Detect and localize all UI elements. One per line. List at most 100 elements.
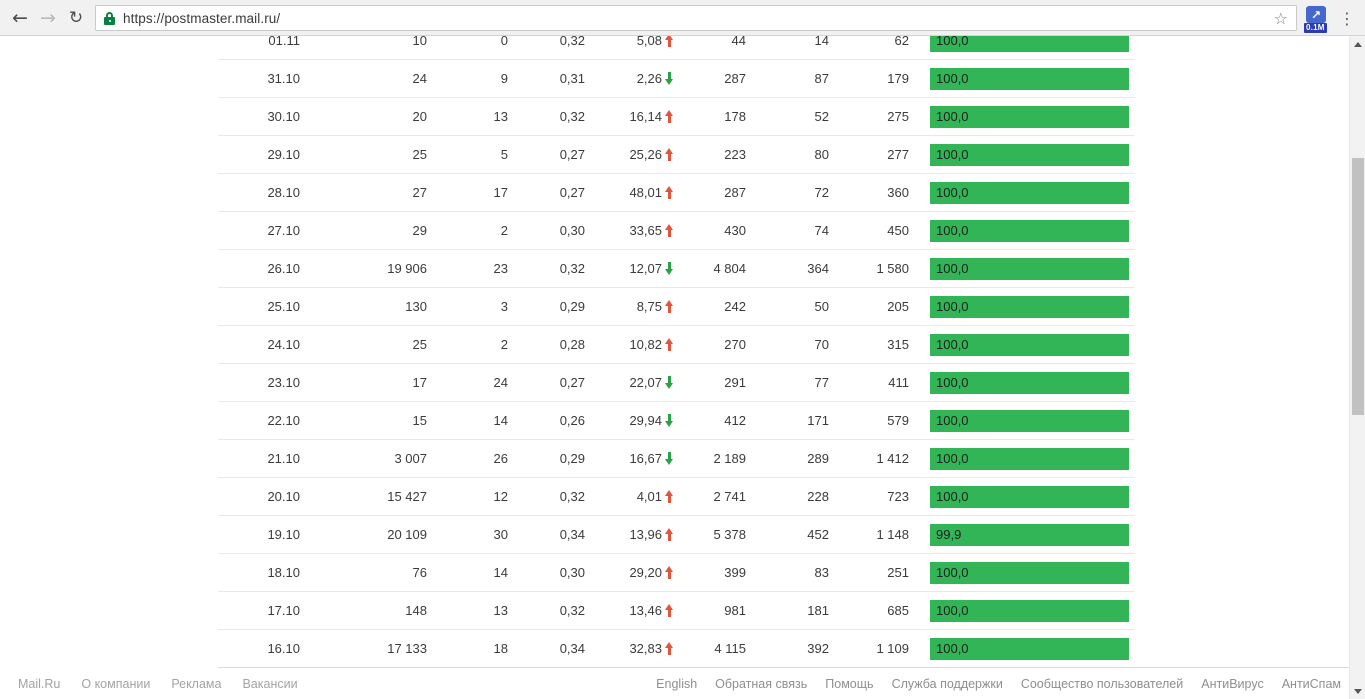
trend-cell: 32,83: [585, 641, 674, 656]
value-cell: 723: [887, 489, 909, 504]
footer-link[interactable]: Служба поддержки: [891, 676, 1003, 691]
trend-value: 13,96: [629, 527, 662, 542]
value-cell: 1 412: [876, 451, 909, 466]
secure-lock-icon[interactable]: [104, 11, 115, 25]
trend-down-icon: [665, 72, 674, 85]
forward-button[interactable]: →: [40, 7, 56, 29]
value-cell: 0,34: [559, 527, 585, 542]
browser-menu-button[interactable]: ⋮: [1339, 8, 1355, 28]
trend-up-icon: [665, 110, 674, 123]
delivery-rate-bar: 100,0: [930, 181, 1129, 204]
footer-link[interactable]: Сообщество пользователей: [1020, 676, 1184, 691]
delivery-rate-bar: 100,0: [930, 599, 1129, 622]
scrollbar-thumb[interactable]: [1352, 158, 1364, 415]
trend-down-icon: [665, 376, 674, 389]
table-row: 21.10 3 007 26 0,29 16,67 2 189 289 1 41…: [218, 440, 1135, 478]
trend-up-icon: [665, 338, 674, 351]
value-cell: 26: [493, 451, 508, 466]
page-content: 01.11 10 0 0,32 5,08 44 14 62 100,0 31.1…: [0, 36, 1365, 699]
delivery-stats-table: 01.11 10 0 0,32 5,08 44 14 62 100,0 31.1…: [218, 36, 1135, 668]
trend-cell: 29,20: [585, 565, 674, 580]
rate-bar-cell: 100,0: [930, 105, 1129, 128]
trend-cell: 13,96: [585, 527, 674, 542]
footer-link[interactable]: Вакансии: [242, 676, 298, 691]
reload-button[interactable]: ↻: [68, 8, 84, 28]
value-cell: 0,27: [559, 147, 585, 162]
trend-up-icon: [665, 186, 674, 199]
trend-cell: 8,75: [585, 299, 674, 314]
rate-bar-cell: 100,0: [930, 36, 1129, 52]
date-cell: 25.10: [267, 299, 300, 314]
value-cell: 30: [493, 527, 508, 542]
value-cell: 20 109: [387, 527, 427, 542]
footer-links-right: English Обратная связь Помощь Служба поддер…: [656, 677, 1341, 691]
trend-up-icon: [665, 300, 674, 313]
footer-divider: [218, 667, 1349, 668]
value-cell: 0: [500, 36, 508, 48]
value-cell: 981: [724, 603, 746, 618]
value-cell: 12: [493, 489, 508, 504]
url-text[interactable]: https://postmaster.mail.ru/: [123, 10, 281, 26]
trend-value: 29,20: [629, 565, 662, 580]
footer-link[interactable]: English: [656, 676, 698, 691]
browser-toolbar: ← → ↻ https://postmaster.mail.ru/ ☆ ↗ 0.…: [0, 0, 1365, 36]
value-cell: 315: [887, 337, 909, 352]
trend-cell: 22,07: [585, 375, 674, 390]
trend-cell: 29,94: [585, 413, 674, 428]
date-cell: 29.10: [267, 147, 300, 162]
value-cell: 270: [724, 337, 746, 352]
value-cell: 83: [814, 565, 829, 580]
value-cell: 178: [724, 109, 746, 124]
rate-label: 100,0: [936, 565, 969, 580]
footer-link[interactable]: Обратная связь: [715, 676, 808, 691]
date-cell: 26.10: [267, 261, 300, 276]
value-cell: 20: [412, 109, 427, 124]
trend-value: 4,01: [636, 489, 662, 504]
rate-label: 100,0: [936, 641, 969, 656]
footer-link[interactable]: Mail.Ru: [18, 676, 61, 691]
table-row: 29.10 25 5 0,27 25,26 223 80 277 100,0: [218, 136, 1135, 174]
value-cell: 24: [412, 71, 427, 86]
trend-down-icon: [665, 452, 674, 465]
footer-link[interactable]: О компании: [81, 676, 151, 691]
value-cell: 0,27: [559, 185, 585, 200]
back-button[interactable]: ←: [12, 7, 28, 29]
counter-extension-button[interactable]: ↗ 0.1M: [1304, 5, 1330, 33]
date-cell: 27.10: [267, 223, 300, 238]
date-cell: 22.10: [267, 413, 300, 428]
footer-link[interactable]: АнтиВирус: [1201, 676, 1264, 691]
value-cell: 52: [814, 109, 829, 124]
footer-link[interactable]: Реклама: [171, 676, 222, 691]
value-cell: 74: [814, 223, 829, 238]
address-bar[interactable]: https://postmaster.mail.ru/ ☆: [95, 5, 1297, 31]
value-cell: 579: [887, 413, 909, 428]
footer-link[interactable]: АнтиСпам: [1281, 676, 1341, 691]
value-cell: 27: [412, 185, 427, 200]
value-cell: 76: [412, 565, 427, 580]
trend-up-icon: [665, 36, 674, 47]
value-cell: 360: [887, 185, 909, 200]
scroll-up-button[interactable]: [1350, 36, 1365, 52]
trend-value: 25,26: [629, 147, 662, 162]
delivery-rate-bar: 100,0: [930, 257, 1129, 280]
scroll-down-button[interactable]: [1350, 683, 1365, 699]
trend-cell: 12,07: [585, 261, 674, 276]
bookmark-star-icon[interactable]: ☆: [1273, 8, 1288, 28]
delivery-rate-bar: 100,0: [930, 143, 1129, 166]
value-cell: 2 189: [713, 451, 746, 466]
delivery-rate-bar: 100,0: [930, 485, 1129, 508]
trend-cell: 2,26: [585, 71, 674, 86]
rate-bar-cell: 100,0: [930, 257, 1129, 280]
vertical-scrollbar[interactable]: [1349, 36, 1365, 699]
delivery-rate-bar: 100,0: [930, 637, 1129, 660]
value-cell: 4 115: [714, 641, 746, 656]
rate-label: 100,0: [936, 147, 969, 162]
footer-link[interactable]: Помощь: [825, 676, 874, 691]
rate-label: 100,0: [936, 451, 969, 466]
value-cell: 18: [493, 641, 508, 656]
value-cell: 179: [887, 71, 909, 86]
value-cell: 62: [894, 36, 909, 48]
delivery-rate-bar: 100,0: [930, 447, 1129, 470]
trend-up-icon: [665, 642, 674, 655]
value-cell: 148: [405, 603, 427, 618]
